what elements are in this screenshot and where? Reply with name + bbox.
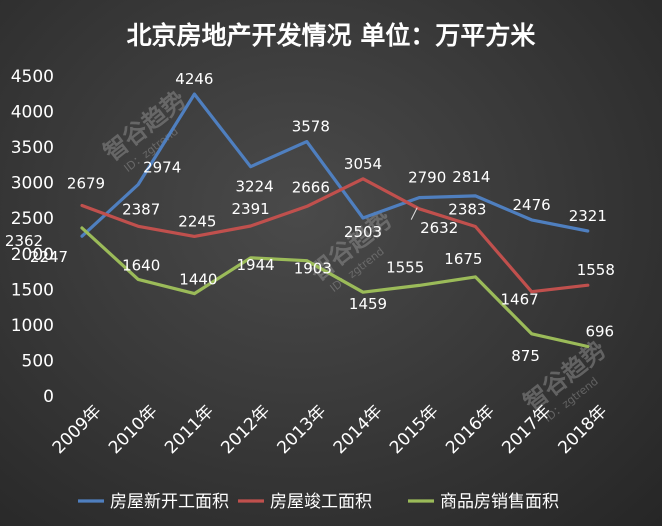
label-leader-line [410,207,418,220]
data-label: 2632 [420,219,458,237]
data-label: 2666 [292,178,330,196]
data-label: 2974 [143,159,181,177]
series-line-0 [80,92,590,238]
data-label: 1640 [122,256,160,274]
data-label: 2391 [232,200,270,218]
data-label: 1558 [577,261,615,279]
data-label: 1675 [444,250,482,268]
data-label: 3224 [236,178,274,196]
y-tick-label: 4000 [11,103,54,123]
data-labels: 2247 2974 4246 3224 3578 2503 2790 2814 2476 2321… [5,70,615,365]
legend-label: 房屋竣工面积 [270,492,372,512]
watermark-2: 智谷趋势 ID：zgtrend [304,206,397,295]
data-label: 2790 [408,169,446,187]
y-tick-label: 2500 [11,209,54,229]
legend-item: 房屋新开工面积 [78,492,229,512]
legend-label: 商品房销售面积 [440,492,559,512]
data-label: 875 [511,347,540,365]
data-label: 3578 [292,118,330,136]
x-tick-label: 2015年 [386,401,443,458]
legend-item: 商品房销售面积 [408,492,559,512]
data-label: 1555 [386,258,424,276]
y-tick-label: 0 [43,387,54,407]
y-tick-label: 500 [22,351,54,371]
x-tick-label: 2013年 [274,401,331,458]
legend-label: 房屋新开工面积 [110,492,229,512]
x-tick-label: 2014年 [330,401,387,458]
series-line-2 [80,226,590,349]
data-label: 2679 [67,174,105,192]
data-label: 1440 [179,271,217,289]
x-tick-label: 2009年 [49,401,106,458]
y-tick-label: 2000 [11,245,54,265]
series-line-1 [80,177,590,294]
data-label: 1903 [294,260,332,278]
x-tick-label: 2010年 [105,401,162,458]
y-tick-label: 3000 [11,174,54,194]
data-label: 2503 [344,223,382,241]
x-tick-label: 2017年 [498,401,555,458]
x-tick-label: 2012年 [217,401,274,458]
data-label: 2814 [452,168,490,186]
x-tick-label: 2011年 [161,401,218,458]
legend: 房屋新开工面积 房屋竣工面积 商品房销售面积 [78,492,559,512]
data-label: 2387 [122,200,160,218]
data-label: 1944 [237,256,275,274]
data-label: 2476 [513,196,551,214]
chart-title: 北京房地产开发情况 单位：万平方米 [127,21,537,50]
y-tick-label: 4500 [11,67,54,87]
data-label: 2362 [5,232,43,250]
data-label: 696 [585,323,614,341]
data-label: 2321 [569,207,607,225]
series-lines [80,92,590,349]
data-label: 1467 [501,291,539,309]
data-label: 3054 [344,155,382,173]
legend-item: 房屋竣工面积 [238,492,372,512]
x-axis: 2009年 2010年 2011年 2012年 2013年 2014年 2015年 2016年… [49,401,612,458]
x-tick-label: 2016年 [442,401,499,458]
data-label: 2245 [178,212,216,230]
data-label: 2247 [30,248,68,266]
data-label: 4246 [175,70,213,88]
y-tick-label: 1500 [11,280,54,300]
data-label: 2383 [448,201,486,219]
y-tick-label: 3500 [11,138,54,158]
y-axis: 0 500 1000 1500 2000 2500 3000 3500 4000 4500 [11,67,54,407]
y-tick-label: 1000 [11,316,54,336]
data-label: 1459 [349,295,387,313]
